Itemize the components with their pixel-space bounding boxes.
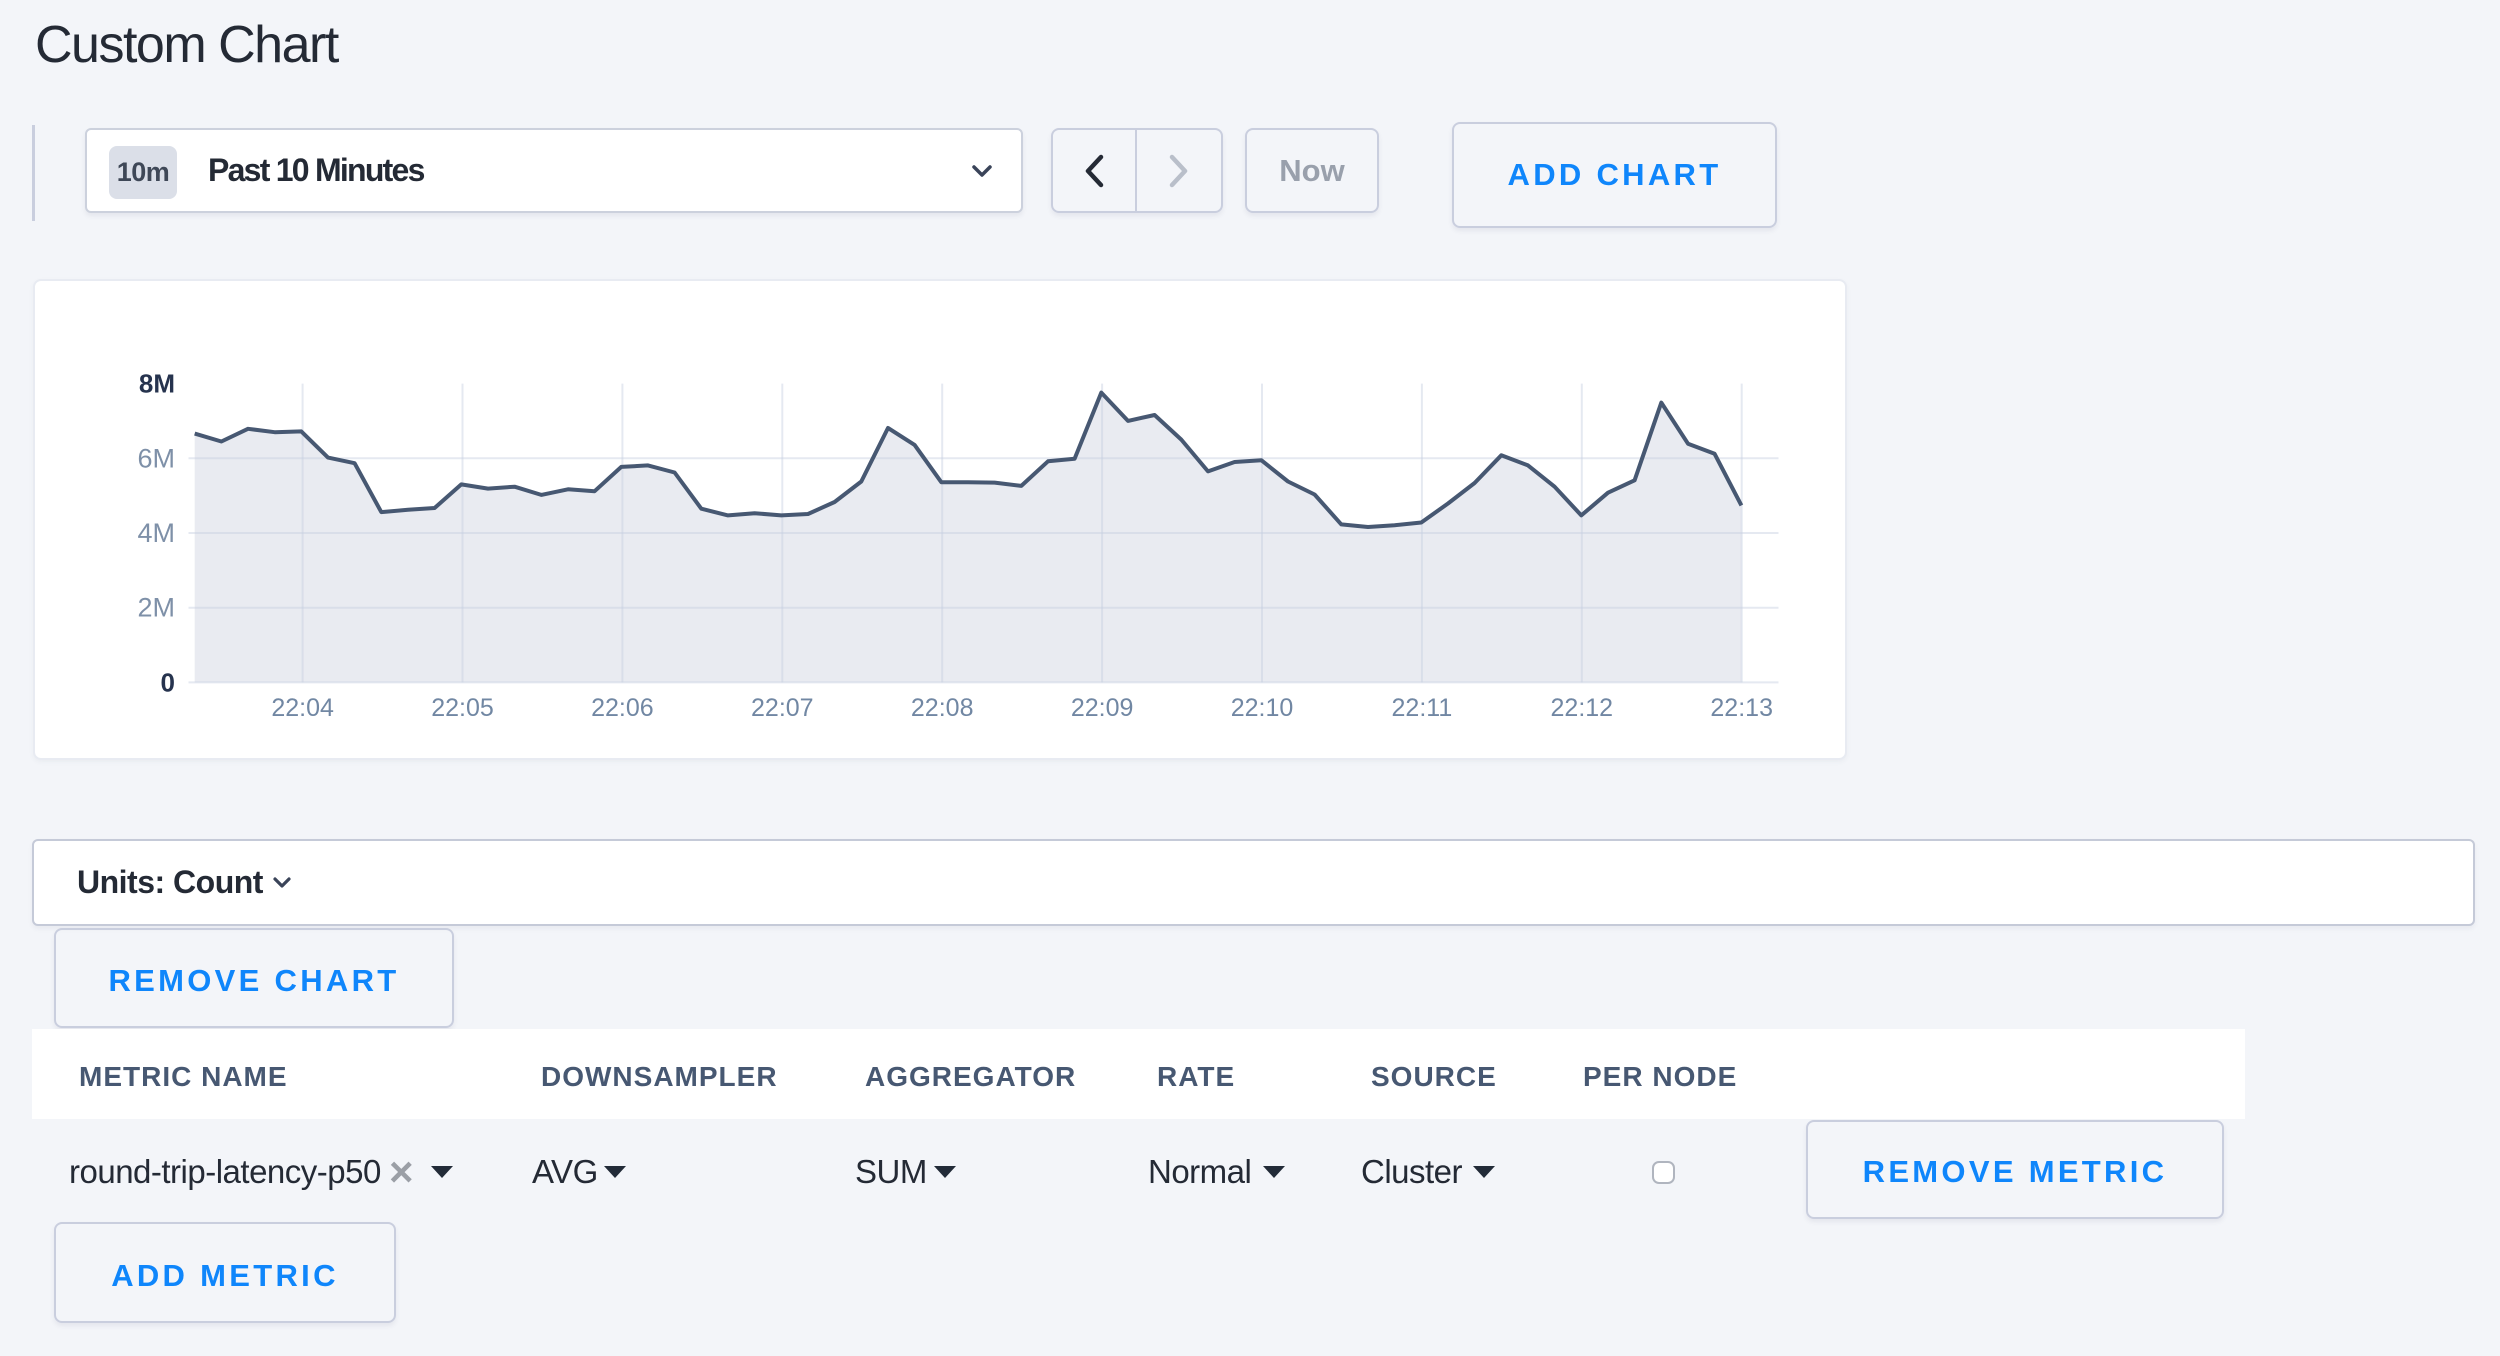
svg-text:22:11: 22:11 <box>1392 694 1453 722</box>
svg-text:22:04: 22:04 <box>271 694 334 722</box>
svg-text:8M: 8M <box>139 369 175 399</box>
svg-text:22:12: 22:12 <box>1551 694 1614 722</box>
svg-text:22:05: 22:05 <box>431 694 494 722</box>
svg-text:22:06: 22:06 <box>591 694 654 722</box>
svg-text:22:10: 22:10 <box>1231 694 1294 722</box>
svg-text:6M: 6M <box>137 443 175 473</box>
svg-text:2M: 2M <box>137 593 175 623</box>
svg-text:22:09: 22:09 <box>1071 694 1134 722</box>
svg-text:22:08: 22:08 <box>911 694 974 722</box>
svg-text:0: 0 <box>161 667 175 697</box>
svg-text:22:13: 22:13 <box>1710 694 1773 722</box>
svg-text:22:07: 22:07 <box>751 694 814 722</box>
svg-text:4M: 4M <box>137 518 175 548</box>
